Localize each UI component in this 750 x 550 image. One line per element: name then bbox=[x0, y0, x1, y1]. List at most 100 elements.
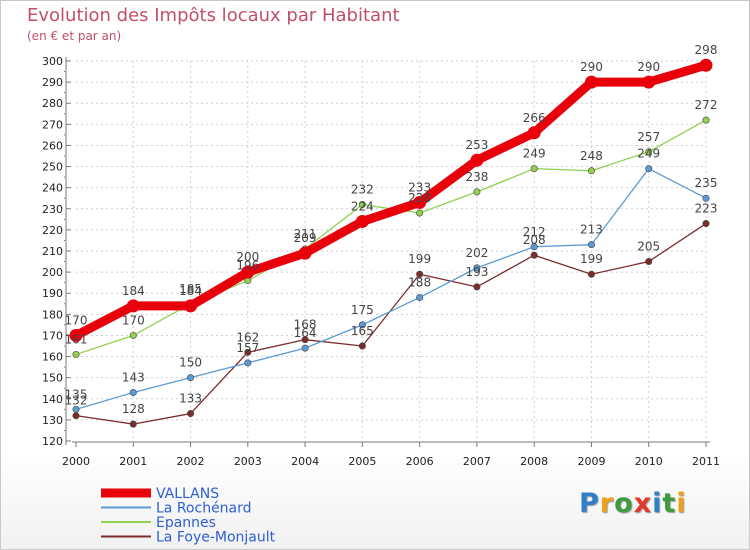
y-tick-label: 230 bbox=[42, 203, 63, 216]
data-label: 228 bbox=[408, 191, 431, 205]
data-label: 202 bbox=[465, 246, 488, 260]
data-label: 133 bbox=[179, 392, 202, 406]
data-label: 196 bbox=[236, 259, 259, 273]
data-label: 257 bbox=[637, 130, 660, 144]
data-point bbox=[126, 299, 140, 313]
x-tick-label: 2011 bbox=[692, 455, 720, 468]
data-label: 184 bbox=[122, 284, 145, 298]
series-group bbox=[69, 58, 713, 428]
legend-label: La Foye-Monjault bbox=[156, 530, 276, 546]
data-point bbox=[699, 58, 713, 72]
data-label: 249 bbox=[523, 147, 546, 161]
data-label: 208 bbox=[523, 233, 546, 247]
legend-label: Epannes bbox=[156, 515, 216, 531]
data-label: 188 bbox=[408, 275, 431, 289]
data-point bbox=[645, 258, 653, 266]
y-tick-label: 260 bbox=[42, 139, 63, 152]
data-label: 150 bbox=[179, 356, 202, 370]
data-point bbox=[301, 344, 309, 352]
x-tick-label: 2006 bbox=[406, 455, 434, 468]
x-tick-label: 2003 bbox=[234, 455, 262, 468]
data-label: 199 bbox=[580, 252, 603, 266]
series-line-la-roch-nard bbox=[75, 168, 707, 410]
data-point bbox=[530, 165, 538, 173]
y-tick-label: 170 bbox=[42, 329, 63, 342]
data-point bbox=[301, 336, 309, 344]
data-label: 205 bbox=[637, 240, 660, 254]
data-point bbox=[527, 126, 541, 140]
data-point bbox=[244, 348, 252, 356]
data-point bbox=[645, 148, 653, 156]
data-label: 272 bbox=[695, 98, 718, 112]
y-tick-label: 250 bbox=[42, 161, 63, 174]
data-point bbox=[642, 75, 656, 89]
data-label: 235 bbox=[695, 176, 718, 190]
data-label: 253 bbox=[465, 138, 488, 152]
data-point bbox=[473, 188, 481, 196]
data-label: 213 bbox=[580, 223, 603, 237]
data-label: 161 bbox=[65, 332, 88, 346]
data-label: 128 bbox=[122, 402, 145, 416]
y-tick-label: 210 bbox=[42, 245, 63, 258]
data-point bbox=[129, 420, 137, 428]
series-line-epannes bbox=[75, 119, 707, 356]
data-label: 143 bbox=[122, 370, 145, 384]
x-tick-label: 2010 bbox=[635, 455, 663, 468]
data-point bbox=[129, 388, 137, 396]
data-label: 157 bbox=[236, 341, 259, 355]
data-label: 185 bbox=[179, 282, 202, 296]
data-label: 168 bbox=[294, 318, 317, 332]
data-label: 184 bbox=[179, 284, 202, 298]
data-point bbox=[473, 264, 481, 272]
data-point bbox=[413, 195, 427, 209]
data-label: 211 bbox=[294, 227, 317, 241]
data-label: 290 bbox=[637, 60, 660, 74]
data-point bbox=[530, 243, 538, 251]
x-tick-label: 2009 bbox=[577, 455, 605, 468]
proxiti-logo: Proxiti bbox=[579, 488, 687, 519]
x-tick-label: 2002 bbox=[177, 455, 205, 468]
y-tick-label: 300 bbox=[42, 55, 63, 68]
data-label: 170 bbox=[65, 313, 88, 327]
data-point bbox=[584, 75, 598, 89]
data-point bbox=[244, 359, 252, 367]
data-label: 212 bbox=[523, 225, 546, 239]
data-label: 233 bbox=[408, 180, 431, 194]
data-point bbox=[702, 194, 710, 202]
data-point bbox=[702, 116, 710, 124]
data-point bbox=[416, 270, 424, 278]
y-tick-label: 220 bbox=[42, 224, 63, 237]
series-line-la-foye-monjault bbox=[75, 222, 707, 425]
data-label: 193 bbox=[465, 265, 488, 279]
data-point bbox=[416, 209, 424, 217]
data-label: 232 bbox=[351, 183, 374, 197]
data-point bbox=[129, 331, 137, 339]
y-tick-label: 130 bbox=[42, 414, 63, 427]
x-tick-label: 2001 bbox=[119, 455, 147, 468]
y-tick-label: 150 bbox=[42, 372, 63, 385]
data-label: 248 bbox=[580, 149, 603, 163]
data-label: 224 bbox=[351, 199, 374, 213]
data-point bbox=[473, 283, 481, 291]
data-point bbox=[470, 153, 484, 167]
legend-label: VALLANS bbox=[156, 486, 219, 502]
y-tick-label: 120 bbox=[42, 435, 63, 448]
data-point bbox=[69, 328, 83, 342]
data-label: 199 bbox=[408, 252, 431, 266]
y-tick-label: 180 bbox=[42, 308, 63, 321]
data-label: 249 bbox=[637, 147, 660, 161]
data-point bbox=[702, 220, 710, 228]
data-label: 135 bbox=[65, 387, 88, 401]
data-label: 175 bbox=[351, 303, 374, 317]
data-point bbox=[645, 165, 653, 173]
y-tick-label: 160 bbox=[42, 351, 63, 364]
data-label: 165 bbox=[351, 324, 374, 338]
data-label: 200 bbox=[236, 250, 259, 264]
x-axis-ticks: 2000 2001 2002 2003 2004 2005 2006 2007 2008 2009… bbox=[62, 455, 720, 468]
data-label: 170 bbox=[122, 313, 145, 327]
data-point bbox=[530, 251, 538, 259]
chart-title: Evolution des Impôts locaux par Habitant bbox=[27, 5, 400, 26]
